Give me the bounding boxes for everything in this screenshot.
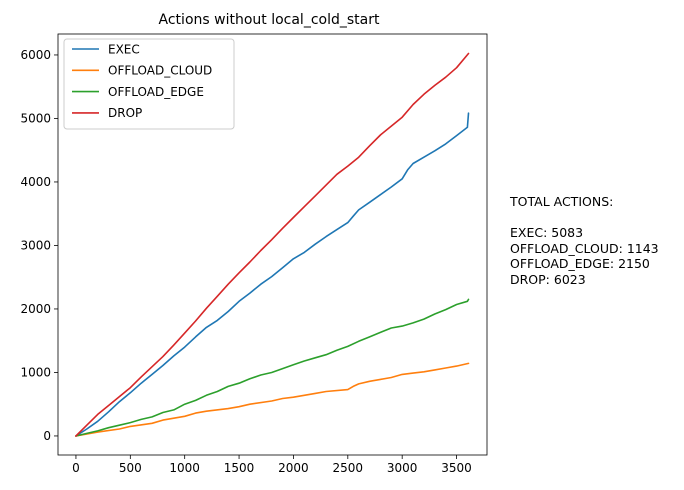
totals-offload-cloud: OFFLOAD_CLOUD: 1143 [510, 240, 659, 256]
x-tick-label: 1500 [224, 461, 255, 475]
y-tick-label: 5000 [20, 112, 51, 126]
x-tick-label: 1000 [169, 461, 200, 475]
legend-label: OFFLOAD_EDGE [108, 85, 204, 99]
y-tick-label: 1000 [20, 366, 51, 380]
totals-panel: TOTAL ACTIONS: EXEC: 5083 OFFLOAD_CLOUD: … [510, 194, 659, 287]
legend-label: EXEC [108, 42, 140, 56]
y-tick-label: 4000 [20, 175, 51, 189]
x-tick-label: 3000 [387, 461, 418, 475]
series-line-offload-cloud [75, 362, 470, 437]
legend-box [63, 38, 235, 130]
x-axis: 0 500 1000 1500 2000 2500 3000 3500 [72, 455, 472, 475]
x-tick-label: 500 [119, 461, 142, 475]
totals-spacer [510, 210, 659, 226]
series-line-drop [75, 52, 470, 437]
legend-label: DROP [108, 106, 142, 120]
totals-exec: EXEC: 5083 [510, 225, 584, 240]
plot-area [75, 52, 470, 437]
chart-title: Actions without local_cold_start [159, 12, 380, 28]
y-axis: 0 1000 2000 3000 4000 5000 6000 [20, 48, 58, 443]
y-tick-label: 0 [43, 429, 51, 443]
legend: EXEC OFFLOAD_CLOUD OFFLOAD_EDGE DROP [63, 38, 235, 130]
totals-heading: TOTAL ACTIONS: [510, 194, 614, 209]
y-tick-label: 2000 [20, 302, 51, 316]
x-tick-label: 0 [72, 461, 80, 475]
totals-drop: DROP: 6023 [510, 271, 586, 287]
x-tick-label: 2500 [333, 461, 364, 475]
totals-offload-edge: OFFLOAD_EDGE: 2150 [510, 256, 650, 271]
y-tick-label: 3000 [20, 239, 51, 253]
axes-border [57, 33, 488, 456]
y-tick-label: 6000 [20, 48, 51, 62]
x-tick-label: 3500 [441, 461, 472, 475]
axes-frame [57, 33, 488, 456]
series-line-offload-edge [75, 298, 470, 437]
series-line-exec [75, 112, 470, 437]
legend-label: OFFLOAD_CLOUD [108, 64, 212, 78]
x-tick-label: 2000 [278, 461, 309, 475]
